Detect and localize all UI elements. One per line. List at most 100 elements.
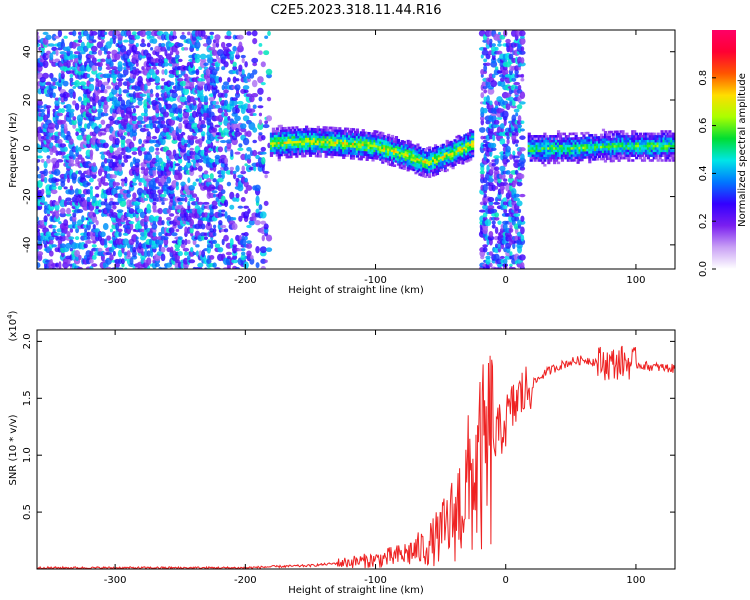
- heatmap-cell: [275, 153, 279, 157]
- heatmap-cell: [182, 247, 190, 252]
- heatmap-cell: [488, 230, 494, 238]
- heatmap-cell: [308, 135, 313, 138]
- heatmap-cell: [120, 178, 126, 182]
- heatmap-cell: [617, 132, 621, 136]
- heatmap-cell: [346, 146, 350, 150]
- heatmap-cell: [232, 70, 237, 74]
- heatmap-cell: [143, 112, 148, 117]
- heatmap-cell: [57, 185, 63, 191]
- heatmap-cell: [295, 138, 299, 141]
- heatmap-cell: [291, 150, 295, 154]
- heatmap-cell: [520, 215, 525, 222]
- heatmap-cell: [137, 124, 143, 128]
- heatmap-cell: [269, 137, 274, 141]
- heatmap-cell: [367, 134, 371, 138]
- heatmap-cell: [86, 222, 91, 231]
- heatmap-cell: [161, 33, 166, 41]
- heatmap-cell: [332, 129, 336, 132]
- heatmap-cell: [363, 143, 367, 147]
- heatmap-cell: [75, 128, 79, 132]
- heatmap-cell: [264, 259, 268, 263]
- heatmap-cell: [489, 262, 493, 268]
- heatmap-cell: [180, 243, 186, 249]
- heatmap-cell: [149, 227, 154, 234]
- heatmap-cell: [491, 142, 497, 149]
- heatmap-cell: [301, 135, 305, 139]
- heatmap-cell: [453, 163, 457, 166]
- heatmap-cell: [580, 158, 584, 162]
- heatmap-cell: [363, 150, 367, 154]
- heatmap-cell: [91, 107, 98, 114]
- heatmap-cell: [594, 133, 598, 137]
- heatmap-cell: [232, 45, 237, 52]
- heatmap-cell: [316, 152, 320, 156]
- heatmap-cell: [365, 148, 369, 152]
- heatmap-cell: [322, 150, 326, 153]
- heatmap-cell: [326, 150, 330, 154]
- heatmap-cell: [54, 160, 60, 169]
- heatmap-cell: [182, 87, 190, 96]
- heatmap-cell: [69, 185, 74, 191]
- heatmap-cell: [162, 111, 170, 118]
- heatmap-cell: [308, 130, 313, 133]
- heatmap-cell: [134, 223, 140, 230]
- heatmap-cell: [338, 146, 342, 150]
- heatmap-cell: [375, 152, 379, 155]
- heatmap-cell: [149, 93, 154, 98]
- heatmap-cell: [216, 177, 224, 183]
- heatmap-cell: [334, 134, 338, 137]
- heatmap-cell: [103, 88, 108, 94]
- heatmap-cell: [635, 156, 639, 160]
- heatmap-cell: [194, 57, 201, 64]
- heatmap-cell: [100, 154, 106, 160]
- heatmap-cell: [246, 250, 252, 257]
- heatmap-cell: [365, 139, 369, 142]
- heatmap-cell: [122, 89, 130, 94]
- heatmap-cell: [75, 195, 79, 204]
- heatmap-cell: [346, 137, 350, 140]
- heatmap-cell: [131, 151, 138, 156]
- heatmap-cell: [141, 143, 145, 148]
- heatmap-cell: [83, 235, 88, 241]
- heatmap-cell: [281, 131, 285, 135]
- heatmap-cell: [330, 148, 334, 152]
- heatmap-cell: [279, 129, 283, 133]
- heatmap-cell: [543, 132, 547, 136]
- heatmap-cell: [346, 144, 350, 148]
- heatmap-cell: [121, 162, 125, 167]
- heatmap-cell: [128, 141, 135, 150]
- heatmap-cell: [132, 107, 136, 114]
- heatmap-cell: [260, 220, 267, 225]
- heatmap-cell: [332, 134, 336, 137]
- heatmap-cell: [151, 235, 158, 241]
- heatmap-cell: [152, 189, 157, 195]
- heatmap-cell: [175, 181, 179, 187]
- heatmap-cell: [252, 216, 257, 222]
- heatmap-cell: [576, 161, 580, 164]
- heatmap-cell: [574, 134, 578, 138]
- heatmap-cell: [228, 51, 236, 55]
- heatmap-cell: [650, 159, 654, 162]
- heatmap-cell: [457, 161, 461, 165]
- heatmap-cell: [45, 231, 52, 238]
- heatmap-cell: [49, 242, 54, 249]
- heatmap-cell: [483, 89, 488, 94]
- heatmap-cell: [151, 193, 158, 198]
- heatmap-cell: [212, 58, 217, 63]
- heatmap-cell: [519, 135, 526, 140]
- heatmap-cell: [134, 68, 140, 76]
- heatmap-cell: [54, 99, 60, 107]
- heatmap-cell: [223, 61, 229, 68]
- heatmap-cell: [192, 99, 197, 106]
- heatmap-cell: [497, 31, 502, 35]
- heatmap-cell: [279, 146, 283, 150]
- heatmap-cell: [305, 125, 309, 129]
- heatmap-cell: [258, 132, 263, 136]
- heatmap-cell: [76, 134, 84, 141]
- heatmap-cell: [338, 129, 342, 133]
- heatmap-cell: [116, 209, 124, 213]
- heatmap-cell: [279, 144, 283, 147]
- heatmap-cell: [126, 243, 131, 249]
- heatmap-cell: [130, 72, 134, 79]
- heatmap-cell: [666, 156, 670, 160]
